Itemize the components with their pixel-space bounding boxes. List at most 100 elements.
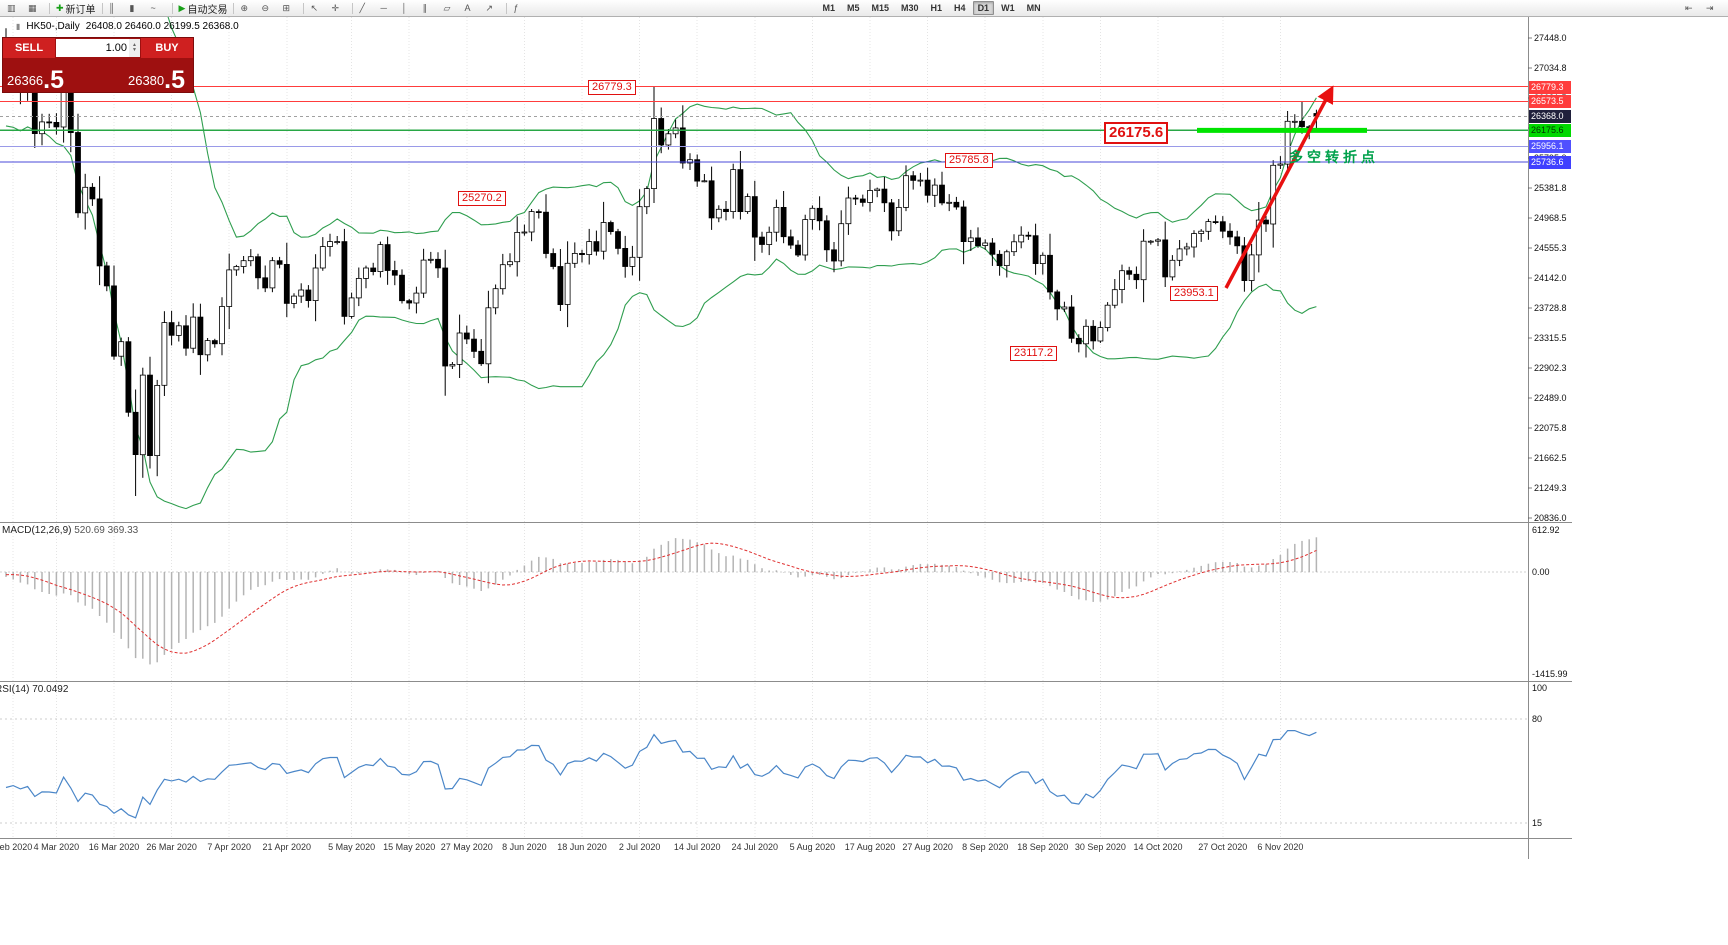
volume-down-arrow[interactable]: ▼ [132,47,137,53]
date-axis-label: 5 Aug 2020 [790,842,836,852]
chart-canvas[interactable]: 27448.027034.826621.526208.325795.025381… [0,17,1572,862]
symbol-period-label: HK50-,Daily [26,21,80,32]
sell-button[interactable]: SELL [3,38,55,58]
sell-price: 26366.5 [7,66,65,94]
toolbar-separator [303,2,305,14]
axis-price-label-26368.0: 26368.0 [1529,110,1571,123]
shapes-icon[interactable]: ▱ [441,1,460,15]
axis-price-label-26779.3: 26779.3 [1529,81,1571,94]
svg-text:20836.0: 20836.0 [1534,513,1567,523]
autotrading-glyph: ▶ [178,2,186,13]
trend-arrow[interactable] [1224,85,1334,289]
new-chart-icon[interactable]: ▥ [5,1,24,15]
axis-price-label-26573.5: 26573.5 [1529,95,1571,108]
date-axis-label: 8 Jun 2020 [502,842,547,852]
svg-text:24142.0: 24142.0 [1534,273,1567,283]
rsi-line [5,729,1317,819]
vertical-line-icon-glyph: │ [401,2,408,13]
timeframe-w1-button[interactable]: W1 [1001,3,1015,13]
svg-text:27034.8: 27034.8 [1534,63,1567,73]
chart-profiles-icon[interactable]: ▦ [26,1,45,15]
date-axis-label: 5 May 2020 [328,842,375,852]
indicators-glyph: ƒ [513,2,519,13]
timeframe-m5-button[interactable]: M5 [846,3,860,13]
one-click-trading-widget: SELL 1.00 ▲ ▼ BUY 26366.5 26380.5 [2,37,194,93]
bollinger-bands [5,17,1317,510]
new-chart-icon-glyph: ▥ [7,2,16,13]
date-axis-label: 18 Jun 2020 [557,842,607,852]
buy-button[interactable]: BUY [141,38,193,58]
arrow-object-icon[interactable]: ↗ [483,1,502,15]
rsi-indicator [0,718,1528,824]
trendline-icon[interactable]: ╱ [357,1,376,15]
cursor-icon[interactable]: ↖ [308,1,327,15]
chart-shift-icon[interactable]: ⇥ [1704,1,1723,15]
timeframe-h1-button[interactable]: H1 [930,3,943,13]
date-axis-label: 15 May 2020 [383,842,435,852]
timeframe-d1-button[interactable]: D1 [972,1,995,15]
equidistant-channel-icon[interactable]: ∥ [420,1,439,15]
toolbar-separator [233,2,235,14]
tile-windows-icon[interactable]: ⊞ [280,1,299,15]
date-axis-label: 4 Mar 2020 [34,842,80,852]
date-axis-label: 27 May 2020 [441,842,493,852]
date-axis-label: 14 Jul 2020 [674,842,721,852]
volume-input[interactable]: 1.00 [105,42,127,54]
zoom-out-icon-glyph: ⊖ [261,2,270,13]
auto-scroll-icon[interactable]: ⇤ [1683,1,1702,15]
svg-text:612.92: 612.92 [1532,525,1560,535]
candlestick-chart-icon[interactable]: ▮ [128,1,147,15]
annotation-label-25785.8[interactable]: 25785.8 [945,153,993,168]
autotrading-button-label: 自动交易 [187,4,228,16]
grid-lines [12,17,1281,838]
crosshair-icon[interactable]: ✛ [329,1,348,15]
horizontal-line-icon[interactable]: ─ [378,1,397,15]
chart-symbol-header: ▮ HK50-,Daily 26408.0 26460.0 26199.5 26… [16,21,239,32]
volume-box: 1.00 ▲ ▼ [56,39,140,57]
indicators-button[interactable]: ƒ [511,1,530,15]
svg-text:80: 80 [1532,714,1542,724]
zoom-out-icon[interactable]: ⊖ [259,1,278,15]
candlestick-chart-icon-glyph: ▮ [129,2,135,13]
autotrading-button[interactable]: ▶ 自动交易 [177,1,230,16]
timeframe-m1-button[interactable]: M1 [822,3,835,13]
date-axis-label: 18 Sep 2020 [1017,842,1068,852]
timeframe-h4-button[interactable]: H4 [954,3,966,13]
line-chart-icon[interactable]: ~ [149,1,168,15]
svg-text:15: 15 [1532,818,1542,828]
vertical-line-icon[interactable]: │ [399,1,418,15]
bar-chart-icon[interactable]: ║ [107,1,126,15]
shapes-icon-glyph: ▱ [443,2,451,13]
svg-text:23728.8: 23728.8 [1534,303,1567,313]
timeframe-m30-button[interactable]: M30 [901,3,919,13]
timeframe-m15-button[interactable]: M15 [871,3,890,13]
annotation-label-23117.2[interactable]: 23117.2 [1010,346,1057,361]
turning-point-label[interactable]: 多空转折点 [1289,149,1379,165]
timeframe-mn-button[interactable]: MN [1026,3,1041,13]
new-order-button[interactable]: ✚ 新订单 [54,1,98,16]
date-axis-label: 26 Mar 2020 [146,842,197,852]
volume-up-arrow[interactable]: ▲ [132,42,137,48]
svg-text:22075.8: 22075.8 [1534,423,1567,433]
svg-text:25381.8: 25381.8 [1534,183,1567,193]
svg-text:0.00: 0.00 [1532,567,1550,577]
axis-price-label-26175.6: 26175.6 [1529,124,1571,137]
auto-scroll-icon-glyph: ⇤ [1685,2,1693,13]
annotation-label-25270.2[interactable]: 25270.2 [458,191,506,206]
date-axis-label: 27 Aug 2020 [902,842,953,852]
svg-text:27448.0: 27448.0 [1534,33,1567,43]
zoom-in-icon[interactable]: ⊕ [238,1,257,15]
bar-chart-icon-glyph: ║ [108,2,115,13]
annotation-label-26175.6[interactable]: 26175.6 [1104,122,1169,144]
date-axis-label: 21 Apr 2020 [263,842,312,852]
text-label-icon[interactable]: A [462,1,481,15]
annotation-label-26779.3[interactable]: 26779.3 [588,80,636,95]
annotation-label-23953.1[interactable]: 23953.1 [1170,286,1218,301]
ohlc-values: 26408.0 26460.0 26199.5 26368.0 [85,21,239,32]
axis-text: 27448.027034.826621.526208.325795.025381… [0,33,1568,852]
new-order-glyph: ✚ [56,2,64,13]
axis-price-label-25956.1: 25956.1 [1529,140,1571,153]
volume-spinner: ▲ ▼ [129,39,140,57]
date-axis-label: 2 Jul 2020 [619,842,661,852]
